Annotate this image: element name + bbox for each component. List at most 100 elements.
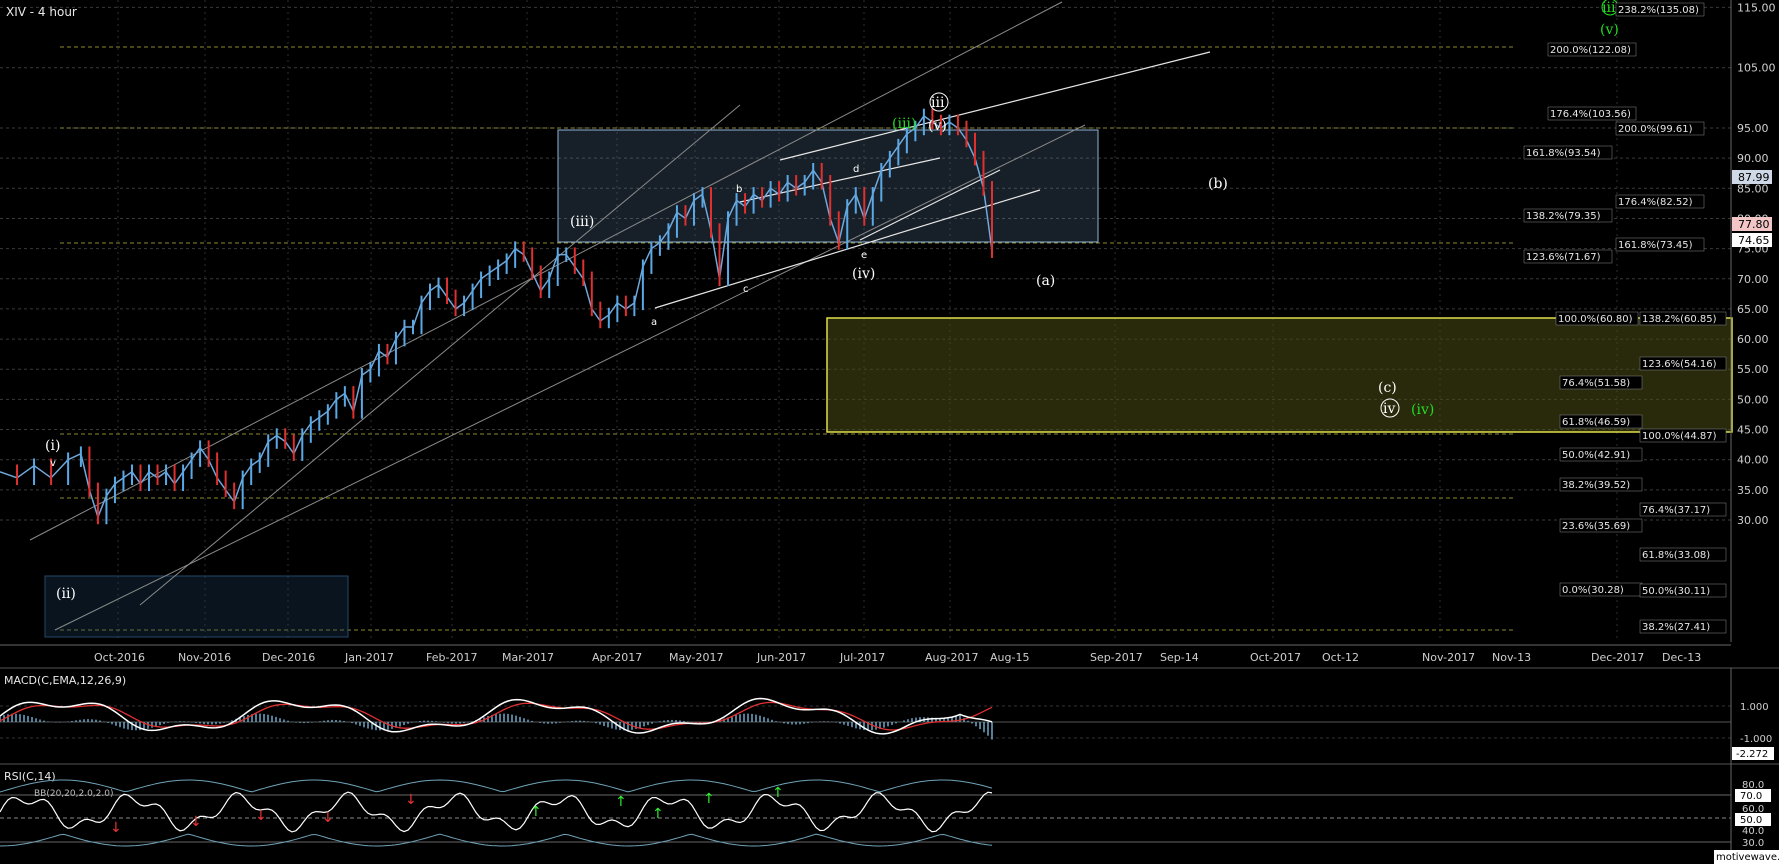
time-label: May-2017 — [669, 651, 724, 664]
wave-iv-circle-label: iv — [1383, 401, 1395, 417]
wave-ii-label: (ii) — [56, 586, 76, 602]
rsi-panel: RSI(C,14) BB(20,20,2.0,2.0) ↓ ↓ ↓ ↓ ↓ ↑ … — [0, 764, 1779, 864]
time-label: Dec-13 — [1662, 651, 1701, 664]
bollinger-lower — [0, 833, 993, 847]
rsi-title: RSI(C,14) — [4, 770, 56, 783]
price-tick-label: 115.00 — [1737, 1, 1776, 14]
macd-panel: MACD(C,EMA,12,26,9) 1.000 -1.000 -2.272 — [0, 667, 1779, 765]
time-label: Dec-2017 — [1591, 651, 1644, 664]
fib-label: 161.8%(93.54) — [1526, 148, 1601, 159]
fib-label: 23.6%(35.69) — [1562, 521, 1630, 532]
sell-arrow-icon: ↓ — [110, 820, 122, 836]
fib-lines — [60, 46, 1515, 631]
buy-arrow-icon: ↑ — [530, 804, 542, 820]
fib-label: 100.0%(44.87) — [1642, 431, 1717, 442]
wave-iv-green-label: (iv) — [1411, 402, 1434, 418]
time-grid — [117, 0, 1618, 642]
price-tick-label: 45.00 — [1737, 424, 1769, 437]
fib-label: 61.8%(33.08) — [1642, 550, 1710, 561]
time-label: Sep-2017 — [1090, 651, 1143, 664]
macd-title: MACD(C,EMA,12,26,9) — [4, 674, 126, 687]
time-label: Nov-2016 — [178, 651, 231, 664]
time-label: Oct-12 — [1322, 651, 1359, 664]
time-label: Sep-14 — [1160, 651, 1199, 664]
fib-label: 76.4%(51.58) — [1562, 378, 1630, 389]
fib-label: 0.0%(30.28) — [1562, 585, 1624, 596]
time-label: Aug-2017 — [925, 651, 978, 664]
time-label: Nov-2017 — [1422, 651, 1475, 664]
time-label: Jan-2017 — [344, 651, 394, 664]
price-tick-label: 55.00 — [1737, 363, 1769, 376]
price-tick-label: 95.00 — [1737, 122, 1769, 135]
time-label: Apr-2017 — [592, 651, 642, 664]
rsi-current-value: 50.0 — [1740, 815, 1762, 826]
fib-label: 138.2%(60.85) — [1642, 314, 1717, 325]
rsi-tick: 70.0 — [1740, 791, 1762, 802]
sell-arrow-icon: ↓ — [322, 810, 334, 826]
fib-label: 38.2%(27.41) — [1642, 622, 1710, 633]
rsi-bb-label: BB(20,20,2.0,2.0) — [34, 789, 113, 799]
price-tag-87: 87.99 — [1738, 171, 1770, 184]
fib-label: 123.6%(54.16) — [1642, 359, 1717, 370]
price-tick-label: 70.00 — [1737, 273, 1769, 286]
price-tick-label: 85.00 — [1737, 182, 1769, 195]
fib-labels: 238.2%(135.08) 200.0%(122.08) 176.4%(103… — [1523, 2, 1727, 634]
rsi-tick: 60.0 — [1742, 804, 1764, 815]
support-box — [44, 575, 349, 638]
rsi-arrows: ↓ ↓ ↓ ↓ ↓ ↑ ↑ ↑ ↑ ↑ — [110, 785, 784, 836]
price-tick-label: 60.00 — [1737, 333, 1769, 346]
rsi-tick: 40.0 — [1742, 826, 1764, 837]
buy-arrow-icon: ↑ — [703, 791, 715, 807]
consolidation-box — [557, 129, 1099, 243]
wave-iii-label: (iii) — [570, 214, 594, 230]
macd-line — [0, 697, 993, 735]
price-tick-label: 65.00 — [1737, 303, 1769, 316]
watermark: motivewave.com — [1716, 852, 1779, 863]
fib-label: 123.6%(71.67) — [1526, 252, 1601, 263]
buy-arrow-icon: ↑ — [652, 806, 664, 822]
price-tick-label: 90.00 — [1737, 152, 1769, 165]
wave-iv-label: (iv) — [852, 266, 875, 282]
price-tick-label: 105.00 — [1737, 62, 1776, 75]
price-bars — [16, 108, 993, 525]
fib-label: 38.2%(39.52) — [1562, 480, 1630, 491]
bollinger-upper — [0, 779, 993, 793]
fib-label: 61.8%(46.59) — [1562, 417, 1630, 428]
time-label: Jul-2017 — [839, 651, 885, 664]
time-label: Feb-2017 — [426, 651, 477, 664]
macd-current-value: -2.272 — [1736, 749, 1768, 760]
wave-c-paren-label: (c) — [1378, 380, 1397, 396]
price-tick-label: 50.00 — [1737, 393, 1769, 406]
time-label: Mar-2017 — [502, 651, 554, 664]
sell-arrow-icon: ↓ — [405, 792, 417, 808]
current-price-tags: 87.99 77.80 74.65 — [1732, 170, 1772, 247]
wave-v-green-label: (v) — [1600, 22, 1619, 38]
fib-label: 200.0%(122.08) — [1550, 45, 1631, 56]
price-tag-74: 74.65 — [1738, 234, 1770, 247]
chart-title: XIV - 4 hour — [6, 5, 77, 19]
wave-iii-circle-label: iii — [931, 95, 945, 111]
fib-label: 200.0%(99.61) — [1618, 124, 1693, 135]
price-tick-label: 30.00 — [1737, 514, 1769, 527]
fib-label: 161.8%(73.45) — [1618, 240, 1693, 251]
macd-tick: -1.000 — [1740, 734, 1772, 745]
time-label: Oct-2017 — [1250, 651, 1301, 664]
time-label: Dec-2016 — [262, 651, 315, 664]
macd-histogram — [0, 713, 993, 740]
fib-label: 238.2%(135.08) — [1618, 5, 1699, 16]
time-label: Oct-2016 — [94, 651, 145, 664]
buy-arrow-icon: ↑ — [615, 794, 627, 810]
rsi-tick: 30.0 — [1742, 838, 1764, 849]
target-box — [826, 317, 1733, 433]
wave-a-paren-label: (a) — [1036, 273, 1055, 289]
wave-labels: (i) v (ii) (iii) (iv) (v) iii (iii) iii … — [45, 0, 1619, 602]
time-label: Aug-15 — [990, 651, 1029, 664]
macd-tick: 1.000 — [1740, 702, 1769, 713]
wave-v-label: (v) — [928, 118, 947, 134]
channel-lines — [29, 1, 1086, 631]
wave-e-label: e — [861, 250, 867, 261]
fib-label: 50.0%(42.91) — [1562, 450, 1630, 461]
price-tick-label: 40.00 — [1737, 454, 1769, 467]
price-tag-77: 77.80 — [1738, 218, 1770, 231]
rsi-line — [0, 791, 993, 833]
